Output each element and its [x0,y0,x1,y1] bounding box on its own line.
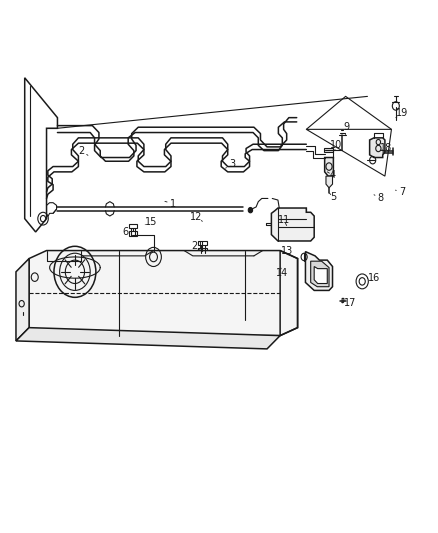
Polygon shape [272,208,314,241]
Text: 1: 1 [170,199,176,209]
Polygon shape [324,149,333,152]
Text: 9: 9 [344,122,350,132]
Text: 19: 19 [396,108,409,118]
Text: 21: 21 [191,241,203,251]
Text: 2: 2 [78,146,85,156]
Polygon shape [326,176,332,188]
Polygon shape [311,261,329,287]
Circle shape [248,207,253,213]
Text: 10: 10 [330,140,342,150]
Text: 7: 7 [399,187,406,197]
Polygon shape [325,158,333,176]
Text: 17: 17 [344,297,356,308]
Text: 6: 6 [122,227,128,237]
Text: 16: 16 [368,273,380,283]
Text: 8: 8 [378,193,384,204]
Polygon shape [16,328,280,349]
Polygon shape [16,259,29,341]
Text: 14: 14 [276,268,289,278]
Text: 15: 15 [145,217,158,228]
Text: 18: 18 [380,143,392,154]
Text: 3: 3 [229,159,235,169]
Text: 5: 5 [330,192,336,203]
Text: 12: 12 [190,212,202,222]
Text: 13: 13 [282,246,293,255]
Polygon shape [314,266,327,284]
Text: 4: 4 [329,170,336,180]
Polygon shape [29,251,297,336]
Polygon shape [305,252,332,290]
Polygon shape [370,138,385,158]
Text: 11: 11 [278,215,290,225]
